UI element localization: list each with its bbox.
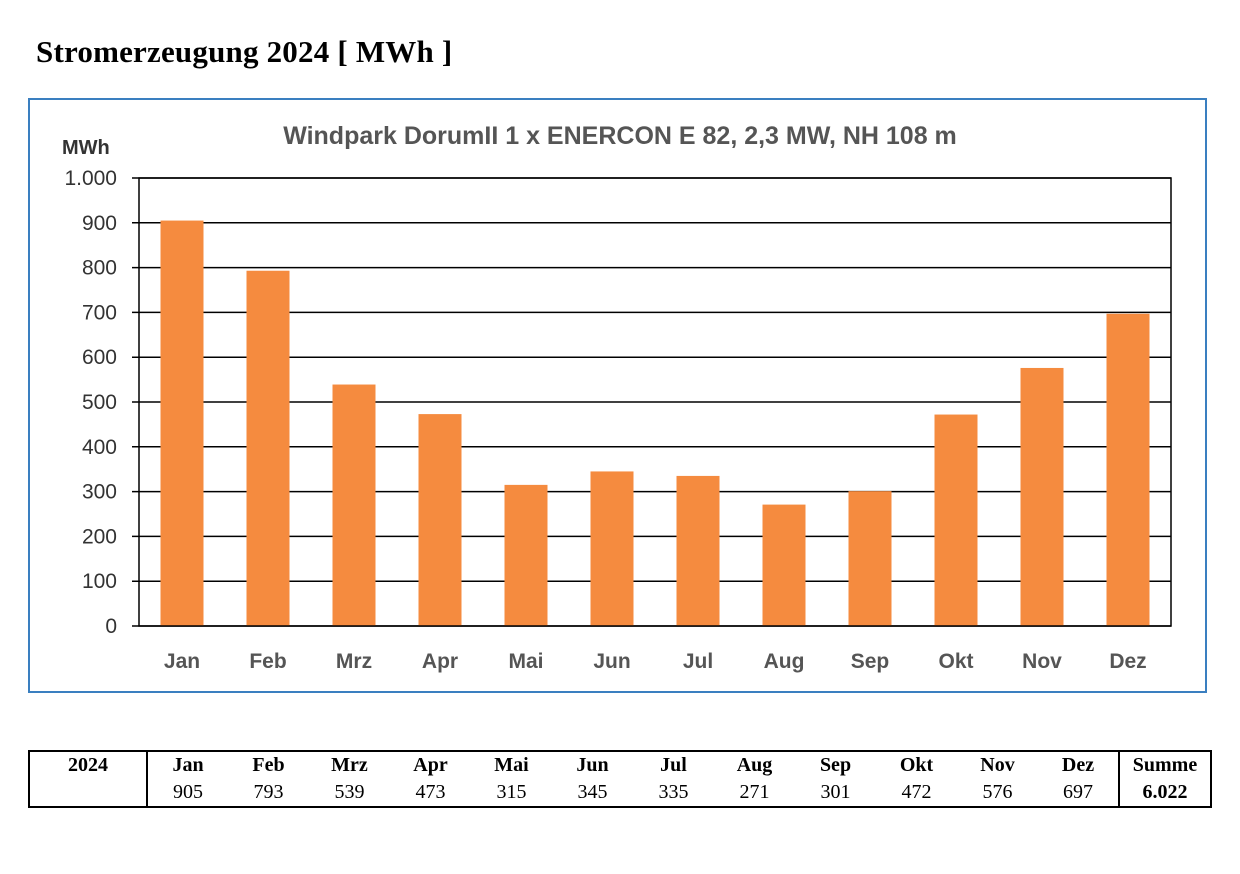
bar-feb bbox=[246, 270, 290, 626]
table-month-aug: Aug bbox=[714, 750, 795, 779]
table-month-okt: Okt bbox=[876, 750, 957, 779]
y-tick-label: 200 bbox=[82, 525, 117, 548]
x-tick-label: Aug bbox=[764, 650, 805, 673]
x-axis-ticks: Jan Feb Mrz Apr Mai Jun Jul Aug Sep Okt Nov Dez bbox=[164, 650, 1147, 673]
bar-okt bbox=[934, 414, 978, 626]
y-tick-label: 700 bbox=[82, 301, 117, 324]
x-tick-label: Mai bbox=[508, 650, 543, 673]
table-value-sep: 301 bbox=[795, 779, 876, 808]
x-tick-label: Feb bbox=[249, 650, 286, 673]
table-year-label: 2024 bbox=[28, 750, 147, 779]
table-month-mrz: Mrz bbox=[309, 750, 390, 779]
y-tick-label: 600 bbox=[82, 346, 117, 369]
bar-chart: Windpark DorumII 1 x ENERCON E 82, 2,3 M… bbox=[62, 122, 1172, 673]
table-year-blank bbox=[28, 779, 147, 808]
bars bbox=[160, 220, 1150, 626]
x-tick-label: Jun bbox=[593, 650, 630, 673]
table-value-row: 905 793 539 473 315 345 335 271 301 472 576 697 6.02… bbox=[28, 779, 1212, 808]
table-value-mrz: 539 bbox=[309, 779, 390, 808]
table-month-apr: Apr bbox=[390, 750, 471, 779]
table-value-dez: 697 bbox=[1038, 779, 1119, 808]
x-tick-label: Apr bbox=[422, 650, 458, 673]
x-tick-label: Nov bbox=[1022, 650, 1062, 673]
table-month-jun: Jun bbox=[552, 750, 633, 779]
chart-title: Windpark DorumII 1 x ENERCON E 82, 2,3 M… bbox=[283, 122, 957, 150]
table-month-sep: Sep bbox=[795, 750, 876, 779]
y-axis-ticks: 0 100 200 300 400 500 600 700 800 900 1.000 bbox=[64, 167, 117, 638]
table-value-feb: 793 bbox=[228, 779, 309, 808]
x-tick-label: Mrz bbox=[336, 650, 372, 673]
table-value-nov: 576 bbox=[957, 779, 1038, 808]
table-header-row: 2024 Jan Feb Mrz Apr Mai Jun Jul Aug Sep Okt Nov De… bbox=[28, 750, 1212, 779]
table-sum-value: 6.022 bbox=[1118, 779, 1212, 808]
table-month-nov: Nov bbox=[957, 750, 1038, 779]
bar-aug bbox=[762, 504, 806, 626]
y-tick-label: 1.000 bbox=[64, 167, 117, 190]
table-value-jan: 905 bbox=[146, 779, 228, 808]
y-tick-label: 800 bbox=[82, 257, 117, 280]
x-tick-label: Jul bbox=[683, 650, 713, 673]
bar-jan bbox=[160, 220, 204, 626]
plot-border bbox=[138, 177, 1172, 627]
x-tick-label: Dez bbox=[1109, 650, 1146, 673]
table-month-dez: Dez bbox=[1038, 750, 1119, 779]
bar-jun bbox=[590, 471, 634, 626]
table-value-okt: 472 bbox=[876, 779, 957, 808]
bar-sep bbox=[848, 491, 892, 626]
bar-jul bbox=[676, 475, 720, 626]
x-tick-label: Jan bbox=[164, 650, 200, 673]
table-month-jan: Jan bbox=[146, 750, 228, 779]
table-sum-label: Summe bbox=[1118, 750, 1212, 779]
page-title: Stromerzeugung 2024 [ MWh ] bbox=[36, 34, 453, 69]
bar-apr bbox=[418, 414, 462, 626]
table-value-jun: 345 bbox=[552, 779, 633, 808]
table-value-mai: 315 bbox=[471, 779, 552, 808]
table-month-jul: Jul bbox=[633, 750, 714, 779]
bar-mrz bbox=[332, 384, 376, 626]
table-month-feb: Feb bbox=[228, 750, 309, 779]
y-tick-label: 900 bbox=[82, 212, 117, 235]
table-value-aug: 271 bbox=[714, 779, 795, 808]
bar-dez bbox=[1106, 313, 1150, 626]
y-tick-label: 300 bbox=[82, 481, 117, 504]
bar-nov bbox=[1020, 367, 1064, 626]
y-tick-label: 0 bbox=[105, 615, 117, 638]
bar-mai bbox=[504, 484, 548, 626]
chart-frame: Windpark DorumII 1 x ENERCON E 82, 2,3 M… bbox=[28, 98, 1207, 693]
x-tick-label: Sep bbox=[851, 650, 890, 673]
table-month-mai: Mai bbox=[471, 750, 552, 779]
y-tick-label: 500 bbox=[82, 391, 117, 414]
y-tick-label: 400 bbox=[82, 436, 117, 459]
data-table: 2024 Jan Feb Mrz Apr Mai Jun Jul Aug Sep Okt Nov De… bbox=[28, 750, 1212, 808]
y-axis-unit: MWh bbox=[62, 137, 110, 159]
table-value-jul: 335 bbox=[633, 779, 714, 808]
y-tick-label: 100 bbox=[82, 570, 117, 593]
table-value-apr: 473 bbox=[390, 779, 471, 808]
x-tick-label: Okt bbox=[938, 650, 973, 673]
